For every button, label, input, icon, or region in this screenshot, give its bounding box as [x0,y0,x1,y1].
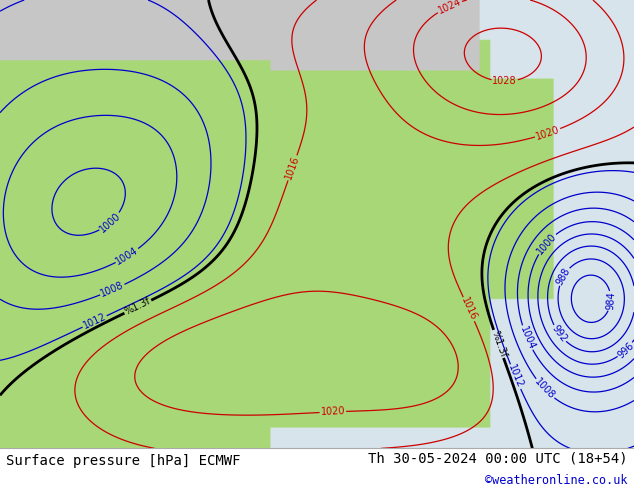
Text: 1008: 1008 [533,377,557,401]
Text: ©weatheronline.co.uk: ©weatheronline.co.uk [485,474,628,488]
Text: 1004: 1004 [114,245,140,267]
Text: 1012: 1012 [506,364,525,390]
Text: 1008: 1008 [99,280,126,299]
Text: 996: 996 [616,340,634,360]
Text: 992: 992 [550,323,569,344]
Text: 1020: 1020 [534,124,561,142]
Text: 1024: 1024 [436,0,463,16]
Text: 1000: 1000 [534,231,558,256]
Text: Surface pressure [hPa] ECMWF: Surface pressure [hPa] ECMWF [6,454,241,468]
Text: %1.3f: %1.3f [123,296,153,317]
Text: 1012: 1012 [81,312,108,331]
Text: Th 30-05-2024 00:00 UTC (18+54): Th 30-05-2024 00:00 UTC (18+54) [368,452,628,466]
Text: 1016: 1016 [459,296,479,322]
Text: 1016: 1016 [283,155,301,181]
Text: 1004: 1004 [518,324,536,351]
Text: 1028: 1028 [493,76,517,86]
Text: 984: 984 [605,292,616,311]
Text: 1020: 1020 [320,406,346,417]
Text: 1000: 1000 [98,211,123,234]
Text: 988: 988 [555,266,573,287]
Text: %1.3f: %1.3f [489,329,508,359]
